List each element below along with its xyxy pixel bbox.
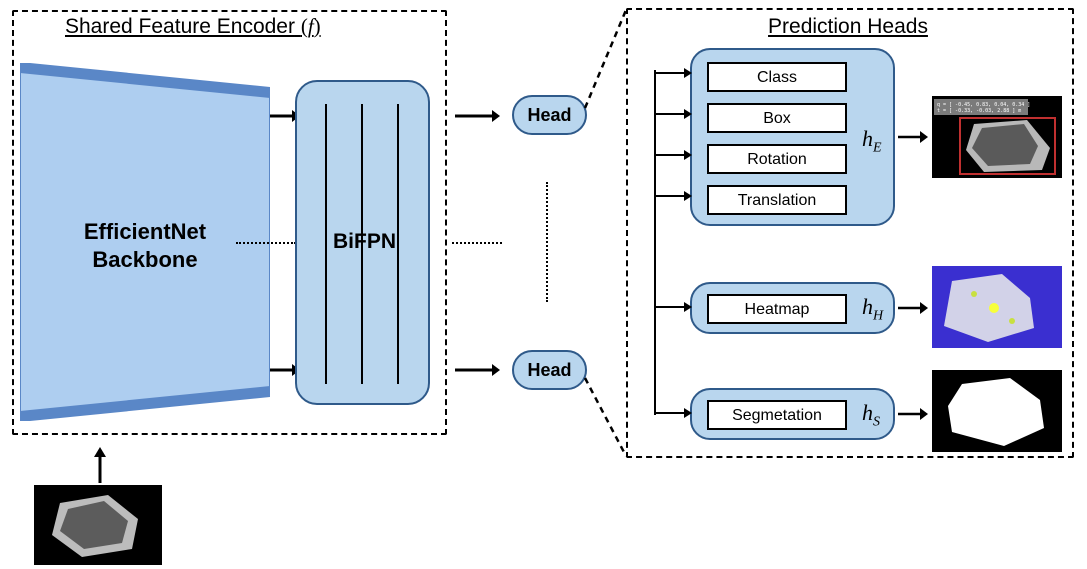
seg-symbol-sub: S: [873, 414, 880, 429]
arrow-bus-heat: [654, 301, 692, 313]
arrow-bus-rot: [654, 149, 692, 161]
encoder-title-f: f: [308, 14, 314, 38]
backbone-label-l1: EfficientNet: [84, 219, 206, 244]
arrow-bus-seg: [654, 407, 692, 419]
heatmap-output-image: [932, 266, 1062, 348]
encoder-title: Shared Feature Encoder (f): [65, 14, 321, 39]
backbone-label: EfficientNet Backbone: [55, 218, 235, 273]
input-image: [34, 485, 162, 565]
arrow-bus-class: [654, 67, 692, 79]
pose-caption-2: t = [ -0.33, -0.03, 2.88 ] m: [937, 108, 1021, 114]
heatmap-symbol: hH: [862, 294, 883, 324]
prediction-title: Prediction Heads: [718, 15, 978, 39]
encoder-title-text: Shared Feature Encoder: [65, 15, 295, 38]
pose-symbol: hE: [862, 126, 882, 156]
seg-symbol-h: h: [862, 400, 873, 425]
arrow-bifpn-head-bot: [455, 362, 500, 378]
segmentation-output-image: [932, 370, 1062, 452]
pose-symbol-h: h: [862, 126, 873, 151]
arrow-heat-out: [898, 301, 928, 315]
segmentation-item: Segmetation: [707, 400, 847, 430]
head-pill-top: Head: [512, 95, 587, 135]
backbone-block: EfficientNet Backbone: [20, 63, 270, 421]
pred-bus-line: [654, 70, 656, 415]
arrow-input-encoder: [92, 447, 108, 483]
heatmap-symbol-sub: H: [873, 308, 883, 323]
backbone-label-l2: Backbone: [92, 247, 197, 272]
pose-item-rotation: Rotation: [707, 144, 847, 174]
arrow-bifpn-head-top: [455, 108, 500, 124]
bifpn-innerline-1: [325, 104, 327, 384]
heatmap-symbol-h: h: [862, 294, 873, 319]
heatmap-item: Heatmap: [707, 294, 847, 324]
bifpn-block: BiFPN: [295, 80, 430, 405]
zoom-bracket: [585, 8, 630, 458]
pose-output-image: q = [ -0.45, 0.83, 0.04, 0.34 ] t = [ -0…: [932, 96, 1062, 178]
bifpn-innerline-3: [397, 104, 399, 384]
arrow-bus-trans: [654, 190, 692, 202]
bifpn-label: BiFPN: [333, 230, 396, 254]
head-pill-bot: Head: [512, 350, 587, 390]
diagram-root: Shared Feature Encoder (f) EfficientNet …: [0, 0, 1087, 569]
arrow-bus-box: [654, 108, 692, 120]
segmentation-symbol: hS: [862, 400, 880, 430]
pose-item-class: Class: [707, 62, 847, 92]
pose-item-translation: Translation: [707, 185, 847, 215]
dots-backbone-bifpn: [236, 242, 296, 244]
arrow-pose-out: [898, 130, 928, 144]
pose-symbol-sub: E: [873, 140, 882, 155]
arrow-seg-out: [898, 407, 928, 421]
pose-item-box: Box: [707, 103, 847, 133]
dots-bifpn-head: [452, 242, 502, 244]
